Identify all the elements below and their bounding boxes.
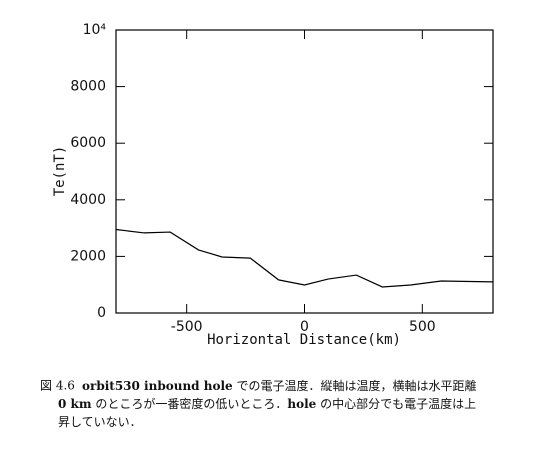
caption-segment: hole (287, 397, 316, 411)
y-tick-label: 2000 (70, 248, 106, 264)
y-tick-label: 0 (97, 305, 106, 321)
caption-segment: 0 km (58, 397, 92, 411)
caption-segment: orbit530 inbound hole (82, 379, 233, 393)
caption-segment: での電子温度．縦軸は温度，横軸は水平距離 (233, 378, 477, 393)
data-line (115, 228, 494, 288)
caption-line: 昇していない． (58, 415, 142, 429)
y-tick-label: 6000 (70, 135, 106, 151)
x-tick-label: 0 (300, 319, 309, 335)
caption-line: 0 km のところが一番密度の低いところ．hole の中心部分でも電子温度は上 (58, 396, 476, 411)
plot-frame (115, 29, 494, 314)
x-tick-label: 500 (409, 319, 436, 335)
caption-segment: のところが一番密度の低いところ． (92, 396, 288, 411)
y-axis-label: Te(nT) (52, 146, 68, 197)
caption-label: 図 4.6 (40, 379, 75, 393)
y-tick-label: 10⁴ (83, 22, 107, 38)
x-axis-label: Horizontal Distance(km) (207, 332, 401, 348)
x-tick-label: -500 (171, 319, 203, 335)
y-tick-label: 8000 (70, 79, 106, 95)
caption-segment: 昇していない． (58, 415, 142, 429)
y-tick-label: 4000 (70, 192, 106, 208)
caption-line: orbit530 inbound hole での電子温度．縦軸は温度，横軸は水平… (82, 378, 477, 393)
caption-segment: の中心部分でも電子温度は上 (316, 396, 476, 411)
caption: 図 4.6 orbit530 inbound hole での電子温度．縦軸は温度，… (40, 378, 477, 429)
